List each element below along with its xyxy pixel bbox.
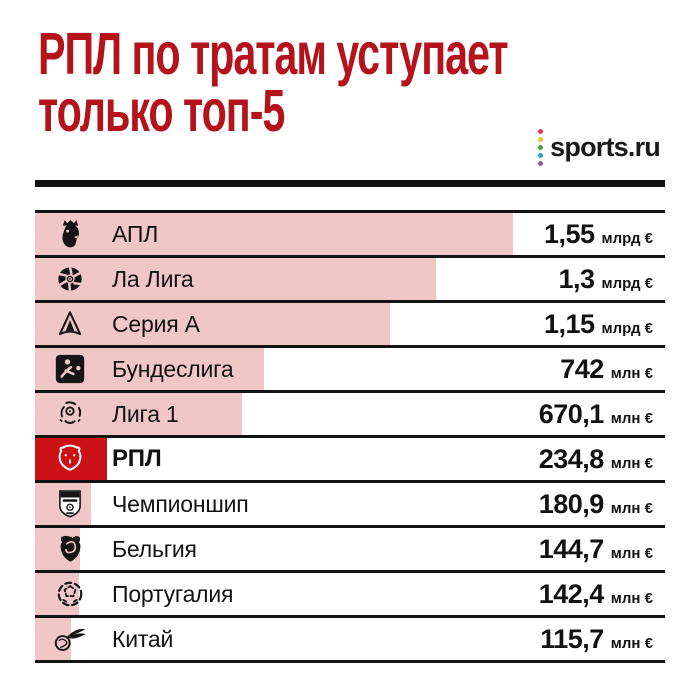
league-label: Серия А [112, 310, 200, 337]
spending-value-unit: млн € [610, 544, 653, 562]
spending-value: 1,3 млрд € [559, 264, 654, 295]
spending-value-number: 115,7 [540, 623, 604, 654]
spending-bar [35, 573, 79, 615]
page-title-line1: РПЛ по тратам уступает [38, 21, 509, 87]
spending-bar [35, 213, 514, 255]
spending-bar [35, 303, 390, 345]
ligue-1-icon [59, 401, 82, 424]
league-label: Бельгия [112, 535, 197, 562]
spending-value-number: 234,8 [538, 443, 605, 474]
spending-value-number: 1,3 [558, 263, 596, 294]
spending-bar [35, 258, 437, 300]
table-row: Китай 115,7 млн € [35, 615, 665, 660]
spending-value: 142,4 млн € [539, 579, 653, 610]
china-league-icon [54, 629, 86, 651]
brand-dot-icon [538, 129, 544, 134]
spending-value-number: 670,1 [538, 398, 605, 429]
spending-value-unit: млрд € [601, 319, 653, 337]
table-row: Чемпионшип 180,9 млн € [35, 480, 665, 525]
league-label: РПЛ [112, 445, 162, 472]
table-row: Серия А 1,15 млрд € [35, 300, 665, 345]
spending-value-unit: млрд € [601, 229, 653, 247]
sports-ru-dots-icon [538, 129, 544, 166]
league-table: АПЛ 1,55 млрд € Ла Лига 1,3 млрд € [35, 210, 665, 663]
sports-ru-wordmark: sports.ru [550, 132, 661, 162]
league-label: Португалия [112, 580, 234, 607]
portugal-league-icon [57, 581, 83, 607]
spending-value: 670,1 млн € [539, 399, 653, 430]
spending-bar [35, 618, 71, 660]
la-liga-icon [58, 267, 82, 291]
spending-value-number: 742 [560, 353, 604, 384]
spending-value-unit: млн € [610, 499, 653, 517]
spending-value-number: 144,7 [538, 533, 605, 564]
table-row: Ла Лига 1,3 млрд € [35, 255, 665, 300]
spending-value: 144,7 млн € [539, 534, 653, 565]
brand-dot-icon [538, 161, 544, 166]
spending-value-number: 1,15 [543, 308, 595, 339]
championship-icon [59, 490, 81, 518]
spending-value: 115,7 млн € [540, 624, 653, 655]
league-label: Лига 1 [112, 400, 179, 427]
spending-value: 1,15 млрд € [544, 309, 653, 340]
spending-value-unit: млн € [610, 454, 653, 472]
table-row: Лига 1 670,1 млн € [35, 390, 665, 435]
page-title: РПЛ по тратам уступает только топ-5 [38, 21, 509, 144]
spending-value: 180,9 млн € [539, 489, 653, 520]
league-label: Чемпионшип [112, 490, 249, 517]
bundesliga-icon [55, 354, 85, 384]
serie-a-icon [58, 311, 82, 336]
spending-value: 234,8 млн € [539, 444, 653, 475]
table-row: Бельгия 144,7 млн € [35, 525, 665, 570]
table-row: Бундеслига 742 млн € [35, 345, 665, 390]
brand-dot-icon [538, 153, 544, 158]
page-title-line2: только топ-5 [38, 78, 285, 144]
sports-ru-logo: sports.ru [538, 129, 661, 166]
league-label: Ла Лига [112, 265, 194, 292]
table-row: Португалия 142,4 млн € [35, 570, 665, 615]
spending-value-number: 142,4 [538, 578, 605, 609]
spending-value-unit: млн € [610, 589, 653, 607]
brand-dot-icon [538, 145, 544, 150]
premier-league-icon [61, 219, 79, 247]
spending-value-unit: млн € [610, 634, 653, 652]
league-label: Бундеслига [112, 355, 234, 382]
spending-value-number: 1,55 [543, 218, 595, 249]
rpl-bear-icon [58, 444, 82, 471]
spending-value: 1,55 млрд € [544, 219, 653, 250]
league-label: Китай [112, 625, 174, 652]
table-row: АПЛ 1,55 млрд € [35, 210, 665, 255]
spending-value: 742 млн € [560, 354, 653, 385]
table-row: РПЛ 234,8 млн € [35, 435, 665, 480]
header-divider [35, 180, 665, 187]
spending-value-number: 180,9 [538, 488, 605, 519]
brand-dot-icon [538, 137, 544, 142]
spending-value-unit: млн € [610, 409, 653, 427]
belgium-league-icon [60, 535, 80, 562]
spending-value-unit: млрд € [601, 274, 653, 292]
league-label: АПЛ [112, 220, 159, 247]
spending-value-unit: млн € [610, 364, 653, 382]
